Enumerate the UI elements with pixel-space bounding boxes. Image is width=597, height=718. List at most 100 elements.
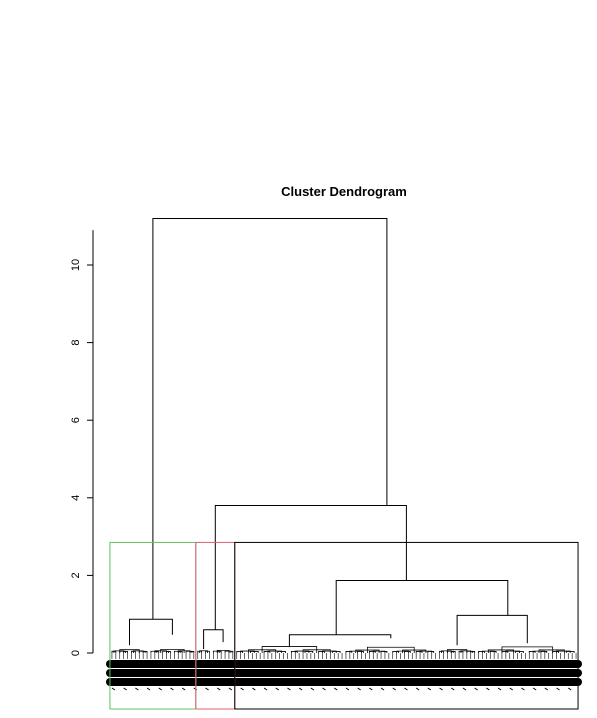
- leaf-label-mark: [521, 687, 525, 691]
- dendrogram-leaf-link: [240, 650, 255, 653]
- leaf-label-mark: [228, 687, 233, 691]
- leaf-label-mark: [474, 687, 478, 691]
- chart-title: Cluster Dendrogram: [281, 184, 407, 199]
- leaf-label-mark: [287, 687, 291, 691]
- dendrogram-leaf-link: [552, 651, 559, 653]
- leaf-label-mark: [170, 687, 174, 691]
- leaf-label-band: [106, 669, 582, 677]
- dendrogram-leaf-link: [540, 651, 548, 653]
- dendrogram-leaf-link: [290, 651, 298, 653]
- dendrogram-leaf-link: [123, 651, 128, 653]
- dendrogram-leaf-link: [160, 648, 185, 653]
- leaf-label-mark: [275, 687, 280, 691]
- dendrogram-leaf-link: [355, 649, 380, 653]
- dendrogram-leaf-link: [224, 650, 232, 653]
- dendrogram-leaf-link: [466, 650, 474, 653]
- leaf-label-mark: [298, 687, 303, 691]
- leaf-label-mark: [509, 687, 514, 691]
- y-tick-label: 10: [70, 259, 82, 271]
- leaf-label-mark: [322, 687, 326, 691]
- dendrogram-leaf-link: [162, 650, 169, 653]
- leaf-label-mark: [123, 687, 127, 691]
- leaf-label-mark: [392, 687, 397, 691]
- dendrogram-leaf-link: [119, 650, 126, 653]
- dendrogram-leaf-link: [277, 651, 286, 653]
- dendrogram-leaf-link: [185, 650, 193, 653]
- dendrogram-leaf-link: [166, 651, 171, 653]
- dendrogram-leaf-link: [565, 651, 575, 653]
- leaf-label-mark: [497, 687, 502, 691]
- leaf-label-mark: [369, 687, 373, 691]
- dendrogram-leaf-link: [528, 651, 536, 653]
- leaf-label-mark: [567, 687, 572, 691]
- dendrogram-leaf-link: [318, 651, 325, 653]
- dendrogram-leaf-link: [372, 650, 386, 653]
- dendrogram-leaf-link: [349, 650, 362, 653]
- leaf-label-mark: [380, 687, 385, 691]
- cluster-box: [234, 541, 579, 710]
- dendrogram-leaf-link: [532, 650, 546, 653]
- dendrogram-leaf-link: [216, 650, 222, 653]
- leaf-label-mark: [252, 687, 256, 691]
- dendrogram-leaf-link: [439, 650, 444, 653]
- dendrogram-leaf-link: [177, 651, 183, 653]
- dendrogram-leaf-link: [392, 651, 399, 653]
- dendrogram-leaf-link: [396, 650, 409, 653]
- leaf-label-mark: [146, 687, 151, 691]
- dendrogram-merge-link: [203, 629, 224, 650]
- dendrogram-leaf-link: [505, 650, 520, 653]
- dendrogram-leaf-link: [189, 651, 195, 653]
- dendrogram-leaf-link: [267, 650, 282, 653]
- y-tick-label: 4: [70, 495, 82, 501]
- dendrogram-leaf-link: [150, 650, 158, 653]
- dendrogram-leaf-link: [482, 650, 495, 653]
- leaf-label-mark: [205, 687, 209, 691]
- leaf-label-band: [106, 660, 582, 668]
- dendrogram-leaf-link: [205, 650, 210, 653]
- dendrogram-leaf-link: [212, 650, 220, 653]
- leaf-label-mark: [450, 687, 455, 691]
- dendrogram-leaf-link: [138, 650, 146, 653]
- leaf-label-mark: [544, 687, 549, 691]
- dendrogram-leaf-link: [131, 650, 136, 653]
- dendrogram-merge-link: [129, 618, 173, 646]
- dendrogram-merge-link: [456, 614, 528, 646]
- y-tick-label: 0: [70, 650, 82, 656]
- dendrogram-leaf-link: [197, 650, 203, 653]
- y-tick-label: 8: [70, 340, 82, 346]
- leaf-label-mark: [439, 687, 443, 691]
- dendrogram-leaf-link: [501, 651, 509, 653]
- leaf-label-mark: [427, 687, 432, 691]
- leaf-label-mark: [135, 687, 139, 691]
- dendrogram-leaf-link: [345, 651, 353, 653]
- dendrogram-leaf-link: [515, 651, 524, 653]
- leaf-label-mark: [310, 687, 315, 691]
- dendrogram-leaf-link: [111, 650, 117, 653]
- leaf-label-mark: [216, 687, 221, 691]
- dendrogram-leaf-link: [331, 651, 341, 653]
- dendrogram-leaf-link: [478, 651, 485, 653]
- dendrogram-leaf-link: [236, 651, 243, 653]
- dendrogram-merge-link: [335, 579, 509, 635]
- leaf-label-mark: [111, 687, 116, 691]
- leaf-label-mark: [181, 687, 186, 691]
- dendrogram-leaf-link: [458, 650, 464, 653]
- dendrogram-leaf-link: [199, 650, 208, 653]
- leaf-label-mark: [240, 687, 244, 691]
- dendrogram-leaf-link: [173, 650, 181, 653]
- leaf-label-mark: [556, 687, 560, 691]
- dendrogram-leaf-link: [556, 650, 571, 653]
- leaf-label-mark: [263, 687, 268, 691]
- dendrogram-leaf-link: [450, 651, 456, 653]
- leaf-label-mark: [462, 687, 467, 691]
- leaf-label-mark: [345, 687, 350, 691]
- leaf-label-band: [106, 678, 582, 686]
- dendrogram-leaf-link: [154, 651, 160, 653]
- dendrogram-leaf-link: [304, 651, 314, 653]
- leaf-label-mark: [333, 687, 338, 691]
- dendrogram-leaf-link: [263, 651, 271, 653]
- dendrogram-leaf-link: [470, 651, 476, 653]
- dendrogram-leaf-link: [446, 650, 454, 653]
